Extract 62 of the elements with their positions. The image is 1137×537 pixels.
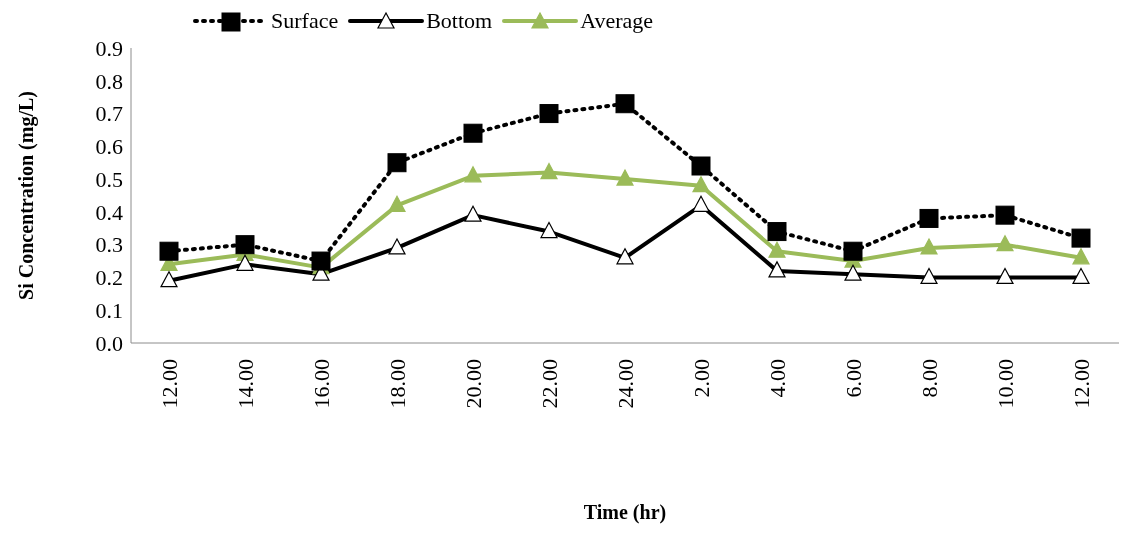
point: [920, 267, 938, 285]
point: [1072, 267, 1090, 285]
point: [463, 123, 483, 143]
point: [1071, 228, 1091, 248]
y-tick-label: 0.5: [95, 166, 123, 192]
x-tick-label: 10.00: [992, 359, 1018, 409]
point: [539, 104, 559, 124]
point: [464, 166, 482, 183]
point: [236, 254, 254, 271]
y-tick-label: 0.9: [95, 35, 123, 61]
y-axis-title: Si Concentration (mg/L): [15, 91, 39, 300]
x-tick-label: 12.00: [1068, 359, 1094, 409]
point: [1072, 248, 1090, 265]
point: [235, 235, 255, 255]
y-tick-label: 0.1: [95, 298, 123, 324]
point: [919, 208, 939, 228]
y-tick-label: 0.0: [95, 330, 123, 356]
point: [615, 94, 635, 114]
y-tick-label: 0.2: [95, 265, 123, 291]
x-tick-label: 2.00: [688, 359, 714, 398]
point: [768, 241, 786, 258]
point: [692, 195, 710, 212]
y-tick-label: 0.8: [95, 68, 123, 94]
legend-label: Bottom: [426, 8, 493, 34]
y-tick-label: 0.3: [95, 232, 123, 258]
y-tick-label: 0.4: [95, 199, 123, 225]
point: [387, 153, 407, 173]
y-tick-label: 0.7: [95, 101, 123, 127]
legend-label: Average: [580, 8, 654, 34]
point: [616, 248, 634, 265]
point: [311, 251, 331, 271]
point: [540, 221, 558, 239]
x-tick-label: 18.00: [384, 359, 410, 409]
point: [767, 222, 787, 242]
x-tick-label: 6.00: [840, 359, 866, 398]
point: [388, 195, 406, 212]
point: [616, 169, 634, 186]
point: [843, 241, 863, 261]
x-axis-title: Time (hr): [583, 501, 667, 524]
point: [388, 238, 406, 255]
point: [920, 238, 938, 255]
x-tick-label: 20.00: [460, 359, 486, 409]
point: [996, 267, 1014, 285]
point: [160, 271, 178, 288]
point: [995, 205, 1015, 225]
point: [996, 235, 1014, 252]
x-tick-label: 8.00: [916, 359, 942, 398]
point: [691, 156, 711, 176]
point: [464, 205, 482, 222]
point: [768, 261, 786, 278]
x-tick-label: 16.00: [308, 359, 334, 409]
x-tick-label: 12.00: [156, 359, 182, 409]
point: [540, 162, 558, 180]
x-tick-label: 4.00: [764, 359, 790, 398]
y-tick-label: 0.6: [95, 134, 123, 160]
point: [159, 241, 179, 261]
legend-label: Surface: [271, 8, 339, 34]
x-tick-label: 22.00: [536, 359, 562, 409]
x-tick-label: 14.00: [232, 359, 258, 409]
x-tick-label: 24.00: [612, 359, 638, 409]
point: [692, 176, 710, 193]
point: [844, 264, 862, 281]
